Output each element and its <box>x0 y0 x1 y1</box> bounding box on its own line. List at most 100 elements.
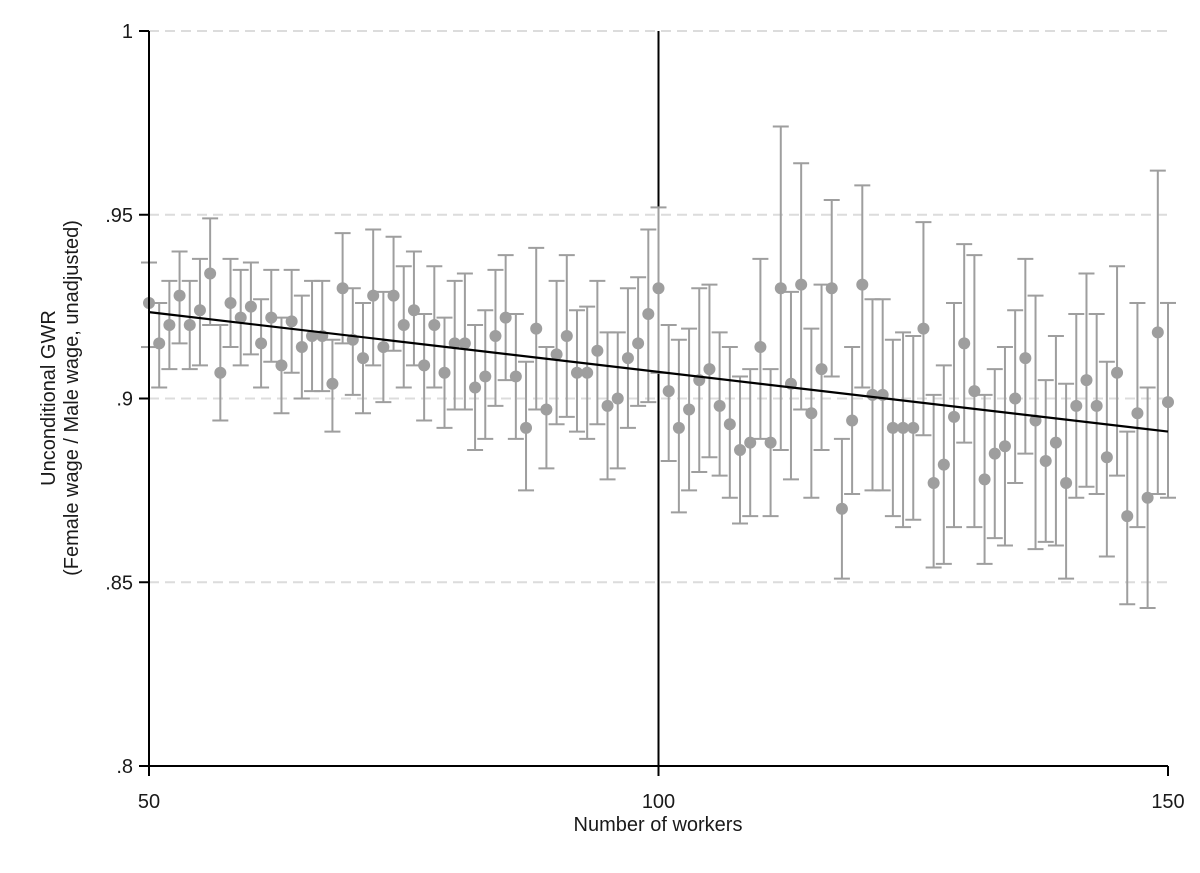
data-point <box>1131 407 1144 420</box>
data-point <box>1080 374 1093 387</box>
data-point <box>1009 392 1022 405</box>
data-point <box>897 421 910 434</box>
data-point <box>560 330 573 343</box>
data-point <box>448 337 461 350</box>
data-point <box>937 458 950 471</box>
y-tick-label: .9 <box>116 389 133 411</box>
data-point <box>306 330 319 343</box>
data-point <box>255 337 268 350</box>
data-point <box>652 282 665 295</box>
data-point <box>1039 454 1052 467</box>
data-point <box>723 418 736 431</box>
data-point <box>469 381 482 394</box>
data-point <box>1111 366 1124 379</box>
data-point <box>683 403 696 416</box>
data-point <box>998 440 1011 453</box>
data-point <box>244 300 257 313</box>
data-point <box>1162 396 1174 409</box>
data-point <box>326 377 339 390</box>
data-point <box>621 352 634 365</box>
data-point <box>428 319 441 331</box>
data-point <box>458 337 471 350</box>
data-point <box>815 363 828 376</box>
data-point <box>948 410 961 423</box>
data-point <box>540 403 553 416</box>
data-point <box>642 307 655 320</box>
data-point <box>958 337 971 350</box>
data-point <box>611 392 624 405</box>
data-point <box>1029 414 1042 427</box>
data-point <box>744 436 757 449</box>
data-point <box>1019 352 1032 365</box>
data-point <box>438 366 451 379</box>
data-point <box>153 337 166 350</box>
gridlines <box>149 30 1168 584</box>
data-point <box>509 370 522 383</box>
data-point <box>1060 477 1073 490</box>
data-point <box>601 399 614 412</box>
data-point <box>581 366 594 379</box>
data-point <box>1141 491 1154 504</box>
data-point <box>275 359 288 372</box>
data-point <box>295 341 308 354</box>
y-tick-label: .85 <box>105 572 133 594</box>
x-tick-label: 100 <box>642 791 675 813</box>
data-point <box>377 341 390 354</box>
data-point <box>917 322 930 335</box>
data-point <box>356 352 369 365</box>
data-point <box>214 366 227 379</box>
data-point <box>1070 399 1083 412</box>
data-points <box>143 267 1174 523</box>
data-point <box>367 289 380 302</box>
data-point <box>570 366 583 379</box>
y-tick-label: .95 <box>105 205 133 227</box>
data-point <box>754 341 767 354</box>
data-point <box>978 473 991 486</box>
data-point <box>886 421 899 434</box>
data-point <box>1121 510 1134 523</box>
fit-line <box>148 311 1169 433</box>
data-point <box>835 502 848 515</box>
data-point <box>1090 399 1103 412</box>
data-point <box>672 421 685 434</box>
data-point <box>927 477 940 490</box>
data-point <box>530 322 543 335</box>
y-axis-label-line1: Unconditional GWR <box>38 310 60 486</box>
data-point <box>520 421 533 434</box>
data-point <box>846 414 859 427</box>
data-point <box>734 443 747 456</box>
data-point <box>265 311 278 324</box>
data-point <box>499 311 512 324</box>
data-point <box>550 348 563 361</box>
data-point <box>795 278 808 291</box>
data-point <box>193 304 206 317</box>
data-point <box>1049 436 1062 449</box>
data-point <box>489 330 502 343</box>
data-point <box>764 436 777 449</box>
x-tick-label: 150 <box>1151 791 1184 813</box>
data-point <box>183 319 196 331</box>
data-point <box>1100 451 1113 464</box>
data-point <box>774 282 787 295</box>
x-tick-label: 50 <box>138 791 160 813</box>
data-point <box>856 278 869 291</box>
data-point <box>907 421 920 434</box>
y-tick-label: 1 <box>122 21 133 43</box>
data-point <box>397 319 410 331</box>
x-axis-label: Number of workers <box>574 814 743 836</box>
data-point <box>407 304 420 317</box>
data-point <box>825 282 838 295</box>
data-point <box>285 315 298 328</box>
data-point <box>805 407 818 420</box>
y-tick-label: .8 <box>116 756 133 778</box>
data-point <box>713 399 726 412</box>
data-point <box>173 289 186 302</box>
data-point <box>632 337 645 350</box>
fit-line-group <box>148 311 1169 433</box>
data-point <box>988 447 1001 460</box>
data-point <box>387 289 400 302</box>
data-point <box>703 363 716 376</box>
y-axis-label-line2: (Female wage / Male wage, unadjusted) <box>61 220 83 576</box>
